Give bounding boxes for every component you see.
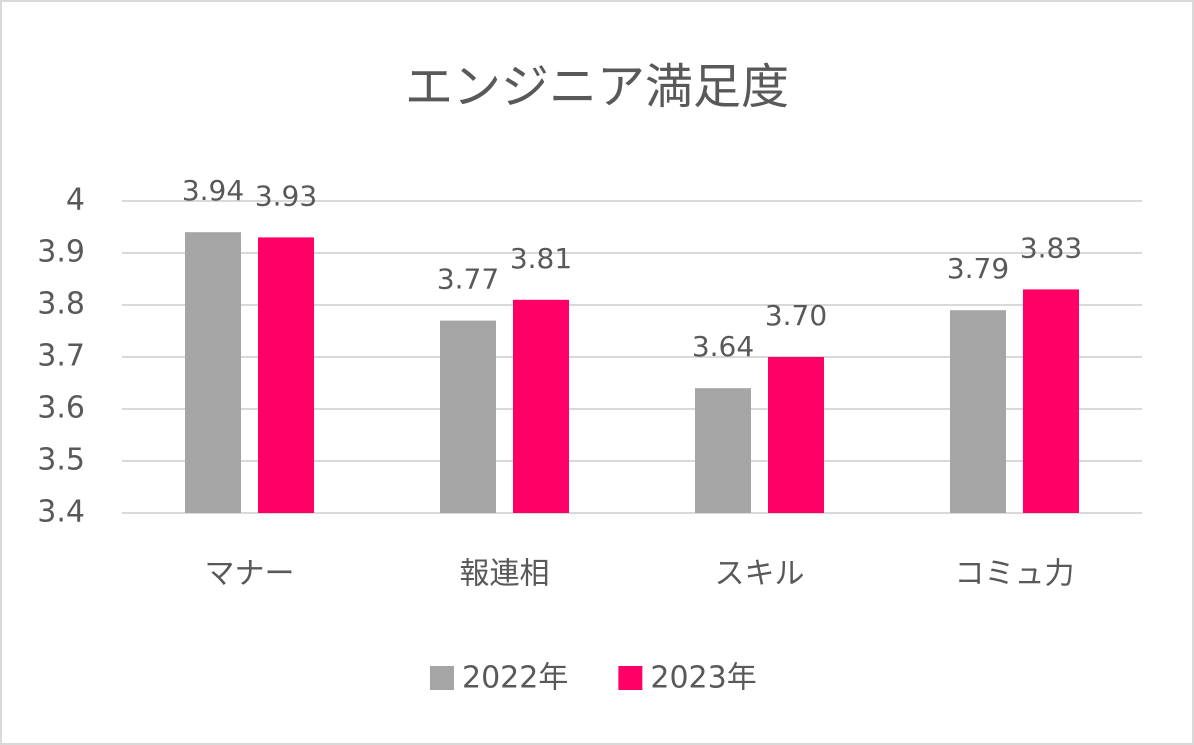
bar: [695, 388, 751, 513]
legend-label: 2023年: [650, 661, 756, 696]
value-label: 3.81: [510, 242, 572, 275]
value-label: 3.83: [1020, 231, 1082, 264]
legend-label: 2022年: [462, 661, 568, 696]
bar: [950, 310, 1006, 513]
y-tick-label: 3.8: [37, 287, 85, 322]
bar: [185, 232, 241, 513]
y-tick-label: 3.7: [37, 339, 85, 374]
value-label: 3.79: [947, 252, 1009, 285]
x-tick-label: コミュ力: [955, 557, 1075, 592]
y-tick-label: 4: [66, 183, 85, 218]
x-tick-label: マナー: [205, 557, 295, 592]
chart-title: エンジニア満足度: [405, 59, 789, 115]
bar: [513, 299, 569, 513]
bar: [1023, 289, 1079, 513]
y-tick-label: 3.4: [37, 495, 85, 530]
y-tick-label: 3.5: [37, 443, 85, 478]
legend-swatch: [618, 666, 643, 690]
value-label: 3.77: [437, 263, 499, 296]
value-label: 3.70: [765, 299, 827, 332]
bar: [440, 320, 496, 513]
x-tick-label: 報連相: [460, 557, 550, 592]
value-label: 3.93: [255, 179, 317, 212]
y-tick-label: 3.6: [37, 391, 85, 426]
legend-swatch: [430, 666, 454, 690]
x-tick-label: スキル: [715, 557, 805, 592]
value-label: 3.64: [692, 330, 754, 363]
bar: [768, 357, 824, 513]
bar: [258, 237, 314, 513]
y-tick-label: 3.9: [37, 235, 85, 270]
value-label: 3.94: [182, 174, 244, 207]
